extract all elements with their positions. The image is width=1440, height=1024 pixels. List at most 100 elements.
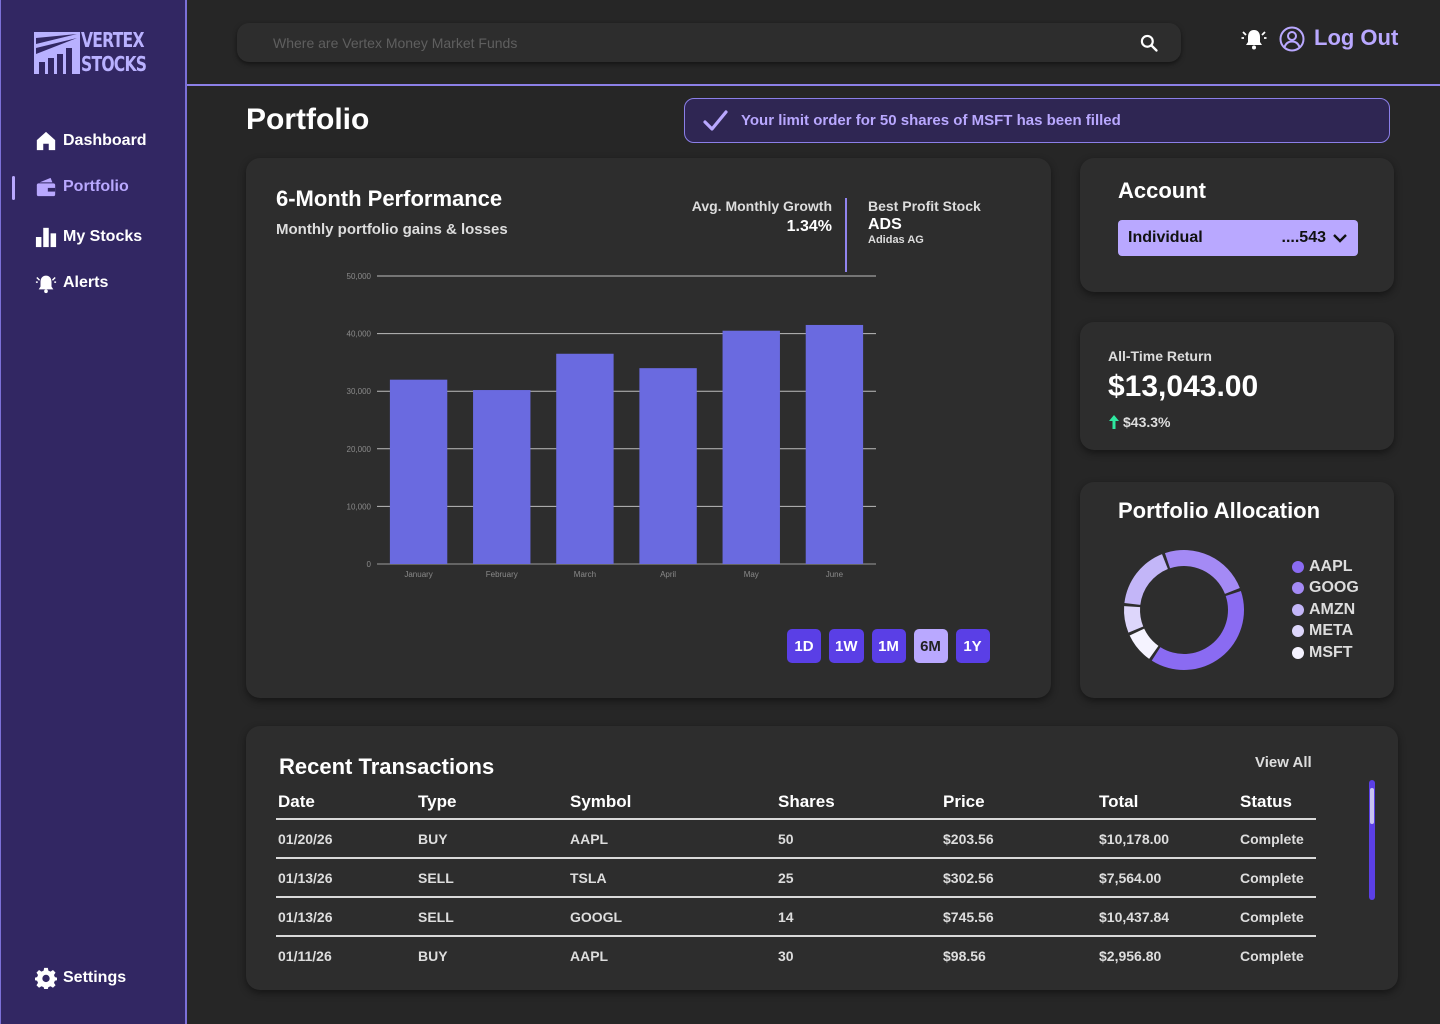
chart-bar[interactable] xyxy=(389,379,448,564)
legend-dot xyxy=(1292,646,1304,659)
chart-bar[interactable] xyxy=(473,390,531,564)
cell-status: Complete xyxy=(1240,948,1304,964)
sidebar-item-label: My Stocks xyxy=(63,228,143,245)
logout-button[interactable]: Log Out xyxy=(1314,25,1399,50)
account-type: Individual xyxy=(1128,229,1203,246)
x-tick-label: June xyxy=(826,570,844,579)
column-header-shares[interactable]: Shares xyxy=(776,788,941,820)
column-header-date[interactable]: Date xyxy=(276,788,416,820)
column-header-total[interactable]: Total xyxy=(1097,788,1238,820)
search-bar[interactable] xyxy=(237,23,1181,62)
allocation-legend: AAPL GOOG AMZN META MSFT xyxy=(1292,556,1359,664)
search-icon[interactable] xyxy=(1139,33,1159,53)
performance-title: 6-Month Performance xyxy=(276,186,503,211)
donut-slice-aapl[interactable] xyxy=(1151,590,1244,670)
cell-total: $10,437.84 xyxy=(1097,897,1238,937)
column-header-status[interactable]: Status xyxy=(1238,788,1316,820)
range-button-1m[interactable]: 1M xyxy=(871,629,906,663)
sidebar-item-portfolio[interactable]: Portfolio xyxy=(35,176,129,198)
sidebar-item-alerts[interactable]: Alerts xyxy=(35,272,108,294)
cell-price: $302.56 xyxy=(941,858,1097,898)
y-tick-label: 50,000 xyxy=(347,272,372,281)
chart-bar[interactable] xyxy=(805,324,864,564)
donut-slice-goog[interactable] xyxy=(1164,550,1240,594)
checkmark-icon xyxy=(703,109,728,131)
legend-label: META xyxy=(1309,622,1354,640)
table-scrollbar-thumb[interactable] xyxy=(1370,788,1374,824)
column-header-price[interactable]: Price xyxy=(941,788,1097,820)
table-row[interactable]: 01/11/26 BUY AAPL 30 $98.56 $2,956.80 Co… xyxy=(276,936,1316,975)
x-tick-label: January xyxy=(404,570,432,579)
table-row[interactable]: 01/13/26 SELL TSLA 25 $302.56 $7,564.00 … xyxy=(276,858,1316,898)
gear-icon xyxy=(35,967,57,989)
donut-slice-msft[interactable] xyxy=(1129,628,1159,659)
performance-subtitle: Monthly portfolio gains & losses xyxy=(276,221,508,238)
cell-status: Complete xyxy=(1238,897,1316,937)
cell-total: $2,956.80 xyxy=(1099,948,1162,964)
y-tick-label: 40,000 xyxy=(347,330,372,339)
cell-symbol: GOOGL xyxy=(568,897,776,937)
y-tick-label: 0 xyxy=(367,560,372,569)
account-card: Account Individual ....543 xyxy=(1080,158,1394,292)
chart-bar[interactable] xyxy=(639,368,697,564)
column-header-symbol[interactable]: Symbol xyxy=(568,788,776,820)
sidebar-item-my-stocks[interactable]: My Stocks xyxy=(35,226,142,248)
legend-item: AMZN xyxy=(1292,599,1359,621)
table-row[interactable]: 01/13/26 SELL GOOGL 14 $745.56 $10,437.8… xyxy=(276,897,1316,937)
donut-slice-meta[interactable] xyxy=(1124,606,1144,633)
cell-price: $203.56 xyxy=(941,819,1097,859)
search-input[interactable] xyxy=(273,34,1145,51)
y-tick-label: 20,000 xyxy=(347,445,372,454)
portfolio-allocation-card: Portfolio Allocation AAPL GOOG AMZN META… xyxy=(1080,482,1394,698)
table-row[interactable]: 01/20/26 BUY AAPL 50 $203.56 $10,178.00 … xyxy=(276,819,1316,859)
account-selector-dropdown[interactable]: Individual ....543 xyxy=(1118,220,1358,256)
range-button-6m[interactable]: 6M xyxy=(913,629,948,663)
logo-mark-icon xyxy=(34,32,80,74)
x-tick-label: March xyxy=(574,570,596,579)
range-button-1d[interactable]: 1D xyxy=(787,629,821,663)
chart-bar[interactable] xyxy=(556,353,614,564)
legend-item: MSFT xyxy=(1292,642,1359,664)
range-button-1w[interactable]: 1W xyxy=(829,629,864,663)
account-number-group: ....543 xyxy=(1282,229,1348,247)
donut-slice-amzn[interactable] xyxy=(1124,554,1168,605)
transactions-title: Recent Transactions xyxy=(279,754,495,779)
y-tick-label: 10,000 xyxy=(347,502,372,511)
cell-symbol: AAPL xyxy=(570,948,609,964)
cell-status: Complete xyxy=(1238,819,1316,859)
user-account-icon[interactable] xyxy=(1279,26,1305,52)
allocation-title: Portfolio Allocation xyxy=(1118,498,1321,523)
performance-card: 6-Month Performance Monthly portfolio ga… xyxy=(246,158,1051,698)
cell-date: 01/20/26 xyxy=(276,819,416,859)
range-button-1y[interactable]: 1Y xyxy=(955,629,990,663)
legend-item: AAPL xyxy=(1292,556,1359,578)
view-all-link[interactable]: View All xyxy=(1255,754,1312,771)
y-tick-label: 30,000 xyxy=(347,387,372,396)
cell-type: BUY xyxy=(418,948,448,964)
legend-dot xyxy=(1292,582,1304,595)
table-scrollbar-track[interactable] xyxy=(1369,780,1375,900)
chart-bar[interactable] xyxy=(722,330,780,564)
brand-line-1: VERTEX xyxy=(81,28,144,52)
brand-name: VERTEX STOCKS xyxy=(81,28,147,76)
sidebar-item-label: Settings xyxy=(63,969,127,986)
column-header-type[interactable]: Type xyxy=(416,788,568,820)
cell-type: SELL xyxy=(416,897,568,937)
cell-date: 01/13/26 xyxy=(276,897,416,937)
legend-dot xyxy=(1292,625,1304,638)
cell-shares: 50 xyxy=(776,819,941,859)
cell-type: SELL xyxy=(416,858,568,898)
best-stock-label: Best Profit Stock xyxy=(868,198,981,214)
best-stock-name: Adidas AG xyxy=(868,234,924,246)
sidebar-item-dashboard[interactable]: Dashboard xyxy=(35,130,147,152)
brand-logo[interactable]: VERTEX STOCKS xyxy=(33,28,165,76)
notifications-bell-icon[interactable] xyxy=(1240,26,1268,52)
home-icon xyxy=(36,131,56,151)
cell-price: $98.56 xyxy=(943,948,986,964)
legend-label: AMZN xyxy=(1309,600,1356,618)
notification-message: Your limit order for 50 shares of MSFT h… xyxy=(741,112,1121,129)
sidebar-item-label: Alerts xyxy=(63,274,109,291)
sidebar-item-settings[interactable]: Settings xyxy=(35,967,126,989)
x-tick-label: May xyxy=(744,570,759,579)
x-tick-label: April xyxy=(660,570,676,579)
